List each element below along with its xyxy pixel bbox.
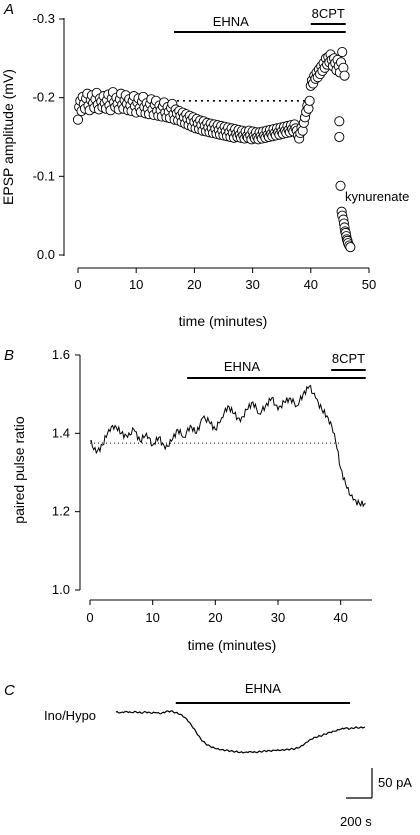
panel-a-x-axis-title: time (minutes) — [179, 313, 268, 329]
panel-a-chart: time (minutes) EPSP amplitude (mV) kynur… — [0, 6, 409, 329]
panel-c-current-trace — [115, 710, 366, 754]
panel-b-y-tick-label-3: 1.6 — [52, 347, 70, 362]
panel-b-chart: time (minutes) paired pulse ratio 0 10 20 3… — [11, 347, 372, 653]
panel-a-point-230 — [334, 116, 345, 127]
panel-a-point-227 — [337, 46, 348, 58]
panel-b-y-axis-title: paired pulse ratio — [11, 416, 27, 524]
panel-b-x-tick-label-0: 0 — [86, 610, 93, 625]
panel-b-x-tick-label-3: 30 — [271, 610, 285, 625]
panel-a-y-tick-label-3: 0.0 — [37, 247, 55, 262]
panel-a-x-tick-label-5: 50 — [362, 277, 376, 292]
panel-c-scale-y-label: 50 pA — [378, 775, 412, 790]
panel-c-bar-label-0: EHNA — [245, 681, 281, 696]
panel-a-bar-label-1: 8CPT — [312, 6, 345, 21]
panel-b-y-tick-label-0: 1.0 — [52, 582, 70, 597]
panel-b-x-tick-label-4: 40 — [333, 610, 347, 625]
panel-b-bar-label-1: 8CPT — [332, 351, 365, 366]
panel-a-annotation-kynurenate: kynurenate — [345, 189, 409, 204]
panel-b-x-tick-label-1: 10 — [145, 610, 159, 625]
panel-b-ratio-line — [89, 384, 366, 508]
panel-a-bar-label-0: EHNA — [213, 14, 249, 29]
panel-a-label: A — [3, 1, 14, 18]
panel-a-x-tick-label-2: 20 — [187, 277, 201, 292]
panel-a-y-tick-label-2: -0.1 — [33, 168, 55, 183]
panel-a-point-199 — [304, 95, 315, 106]
panel-b-bar-label-0: EHNA — [224, 359, 260, 374]
panel-a-y-axis-title: EPSP amplitude (mV) — [0, 69, 16, 205]
panel-c-label: C — [4, 682, 15, 699]
panel-c-trace-label: Ino/Hypo — [44, 708, 96, 723]
panel-c-scale-x-label: 200 s — [340, 814, 372, 829]
panel-a-point-231 — [334, 131, 345, 143]
panel-b-y-tick-label-1: 1.2 — [52, 504, 70, 519]
panel-a-y-tick-label-1: -0.2 — [33, 90, 55, 105]
panel-a-point-232 — [335, 180, 346, 191]
panel-a-y-tick-label-0: -0.3 — [33, 11, 55, 26]
panel-a-x-tick-label-1: 10 — [129, 277, 143, 292]
panel-a-point-0 — [72, 114, 84, 125]
panel-c-chart: Ino/Hypo EHNA 50 pA 200 s — [44, 681, 412, 829]
panel-a-x-tick-label-0: 0 — [74, 277, 81, 292]
panel-b-x-axis-title: time (minutes) — [188, 637, 277, 653]
panel-a-x-tick-label-3: 30 — [245, 277, 259, 292]
panel-b-y-tick-label-2: 1.4 — [52, 425, 70, 440]
panel-a-point-245 — [345, 242, 356, 253]
panel-a-x-tick-label-4: 40 — [304, 277, 318, 292]
panel-b-label: B — [4, 347, 14, 364]
panel-a-point-229 — [339, 70, 350, 81]
panel-b-x-tick-label-2: 20 — [208, 610, 222, 625]
